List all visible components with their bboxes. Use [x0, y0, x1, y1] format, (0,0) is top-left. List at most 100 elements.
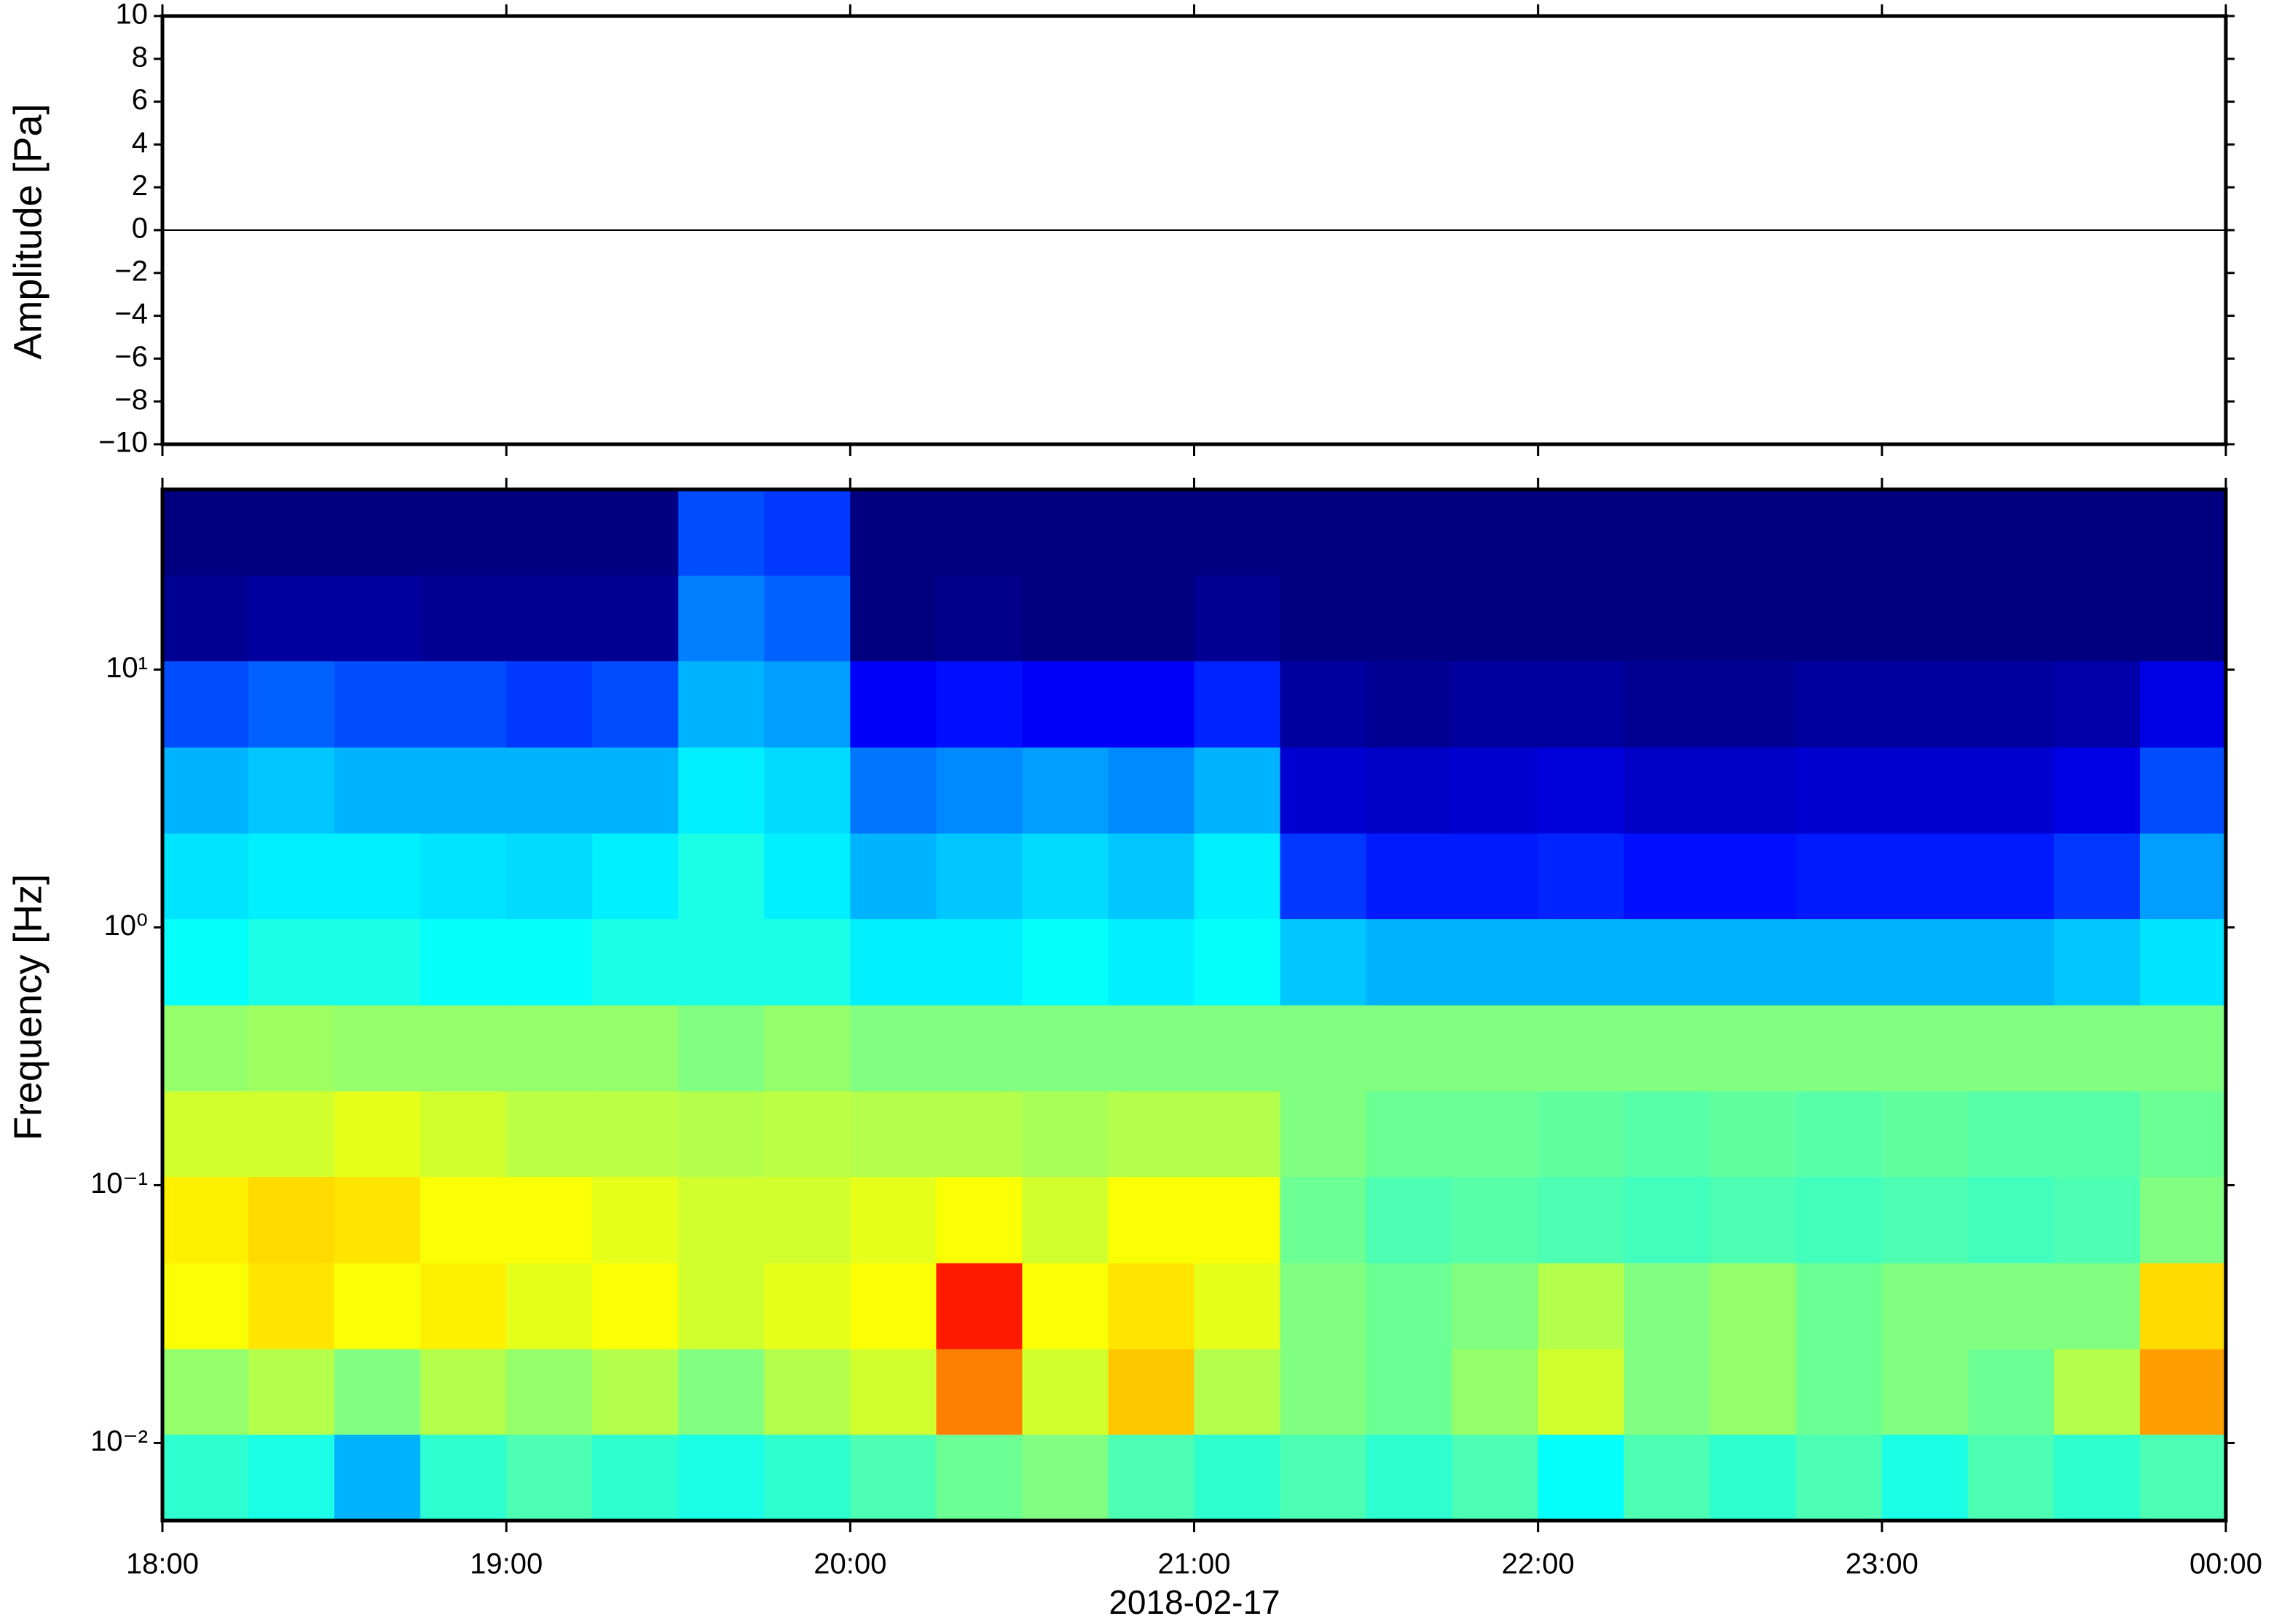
heatmap-cell: [678, 833, 765, 920]
heatmap-cell: [1194, 1349, 1281, 1435]
y-tick-label: −4: [114, 298, 148, 330]
y-tick-label: 10¹: [106, 652, 148, 684]
heatmap-cell: [248, 1091, 335, 1178]
heatmap-cell: [1194, 489, 1281, 576]
heatmap-cell: [592, 833, 679, 920]
heatmap-cell: [2053, 1349, 2141, 1435]
heatmap-cell: [1280, 747, 1367, 834]
heatmap-cell: [1709, 489, 1797, 576]
heatmap-cell: [1108, 1176, 1194, 1264]
heatmap-cell: [162, 661, 249, 748]
heatmap-cell: [248, 918, 335, 1006]
heatmap-cell: [1881, 1434, 1969, 1521]
heatmap-cell: [1022, 747, 1109, 834]
heatmap-cell: [506, 1263, 593, 1349]
heatmap-cell: [1795, 1176, 1883, 1264]
heatmap-cell: [334, 1349, 421, 1435]
heatmap-cell: [1022, 833, 1109, 920]
heatmap-cell: [1452, 833, 1539, 920]
heatmap-cell: [764, 1349, 851, 1435]
heatmap-cell: [506, 1091, 593, 1178]
heatmap-cell: [248, 1434, 335, 1521]
heatmap-cell: [850, 1176, 937, 1264]
heatmap-cell: [1795, 661, 1883, 748]
heatmap-cell: [936, 1349, 1023, 1435]
heatmap-cell: [1623, 1176, 1711, 1264]
heatmap-cell: [506, 1176, 593, 1264]
heatmap-cell: [592, 1263, 679, 1349]
heatmap-cell: [1108, 1263, 1194, 1349]
x-tick-label: 20:00: [814, 1548, 886, 1580]
heatmap-cell: [2053, 1091, 2141, 1178]
heatmap-cell: [1452, 489, 1539, 576]
heatmap-cell: [1795, 1091, 1883, 1178]
heatmap-cell: [2053, 575, 2141, 662]
heatmap-cell: [936, 747, 1023, 834]
heatmap-cell: [1108, 575, 1194, 662]
heatmap-cell: [592, 1434, 679, 1521]
heatmap-cell: [850, 833, 937, 920]
heatmap-cell: [1795, 918, 1883, 1006]
heatmap-cell: [850, 1005, 937, 1092]
heatmap-cell: [2139, 1349, 2227, 1435]
heatmap-cell: [1108, 833, 1194, 920]
heatmap-cell: [1280, 1434, 1367, 1521]
heatmap-cell: [1881, 575, 1969, 662]
heatmap-cell: [1881, 918, 1969, 1006]
heatmap-cell: [2139, 1176, 2227, 1264]
y-tick-label: 10⁻¹: [90, 1167, 148, 1199]
heatmap-cell: [764, 1176, 851, 1264]
heatmap-cell: [1194, 1434, 1281, 1521]
heatmap-cell: [1795, 1434, 1883, 1521]
heatmap-cell: [1881, 489, 1969, 576]
heatmap-cell: [592, 1176, 679, 1264]
heatmap-cell: [2053, 1005, 2141, 1092]
heatmap-cell: [1538, 833, 1625, 920]
heatmap-cell: [1452, 1263, 1539, 1349]
heatmap-cell: [592, 1091, 679, 1178]
heatmap-cell: [506, 1005, 593, 1092]
heatmap-cell: [1366, 747, 1453, 834]
heatmap-cell: [2139, 747, 2227, 834]
heatmap-cell: [2139, 575, 2227, 662]
heatmap-cell: [162, 747, 249, 834]
heatmap-cell: [2053, 833, 2141, 920]
heatmap-cell: [506, 1349, 593, 1435]
heatmap-cell: [1795, 575, 1883, 662]
heatmap-cell: [936, 833, 1023, 920]
heatmap-cell: [1623, 1434, 1711, 1521]
heatmap-cell: [506, 747, 593, 834]
heatmap-cell: [1108, 489, 1194, 576]
x-tick-label: 21:00: [1157, 1548, 1230, 1580]
heatmap-cell: [1709, 1176, 1797, 1264]
heatmap-cell: [1967, 1434, 2055, 1521]
heatmap-cell: [1194, 661, 1281, 748]
heatmap-cell: [248, 575, 335, 662]
heatmap-cell: [936, 1091, 1023, 1178]
heatmap-cell: [1108, 661, 1194, 748]
heatmap-cell: [1709, 1263, 1797, 1349]
heatmap-cell: [936, 918, 1023, 1006]
heatmap-cell: [764, 575, 851, 662]
heatmap-cell: [936, 1263, 1023, 1349]
heatmap-cell: [1280, 1005, 1367, 1092]
heatmap-cell: [1022, 489, 1109, 576]
heatmap-cell: [1366, 1176, 1453, 1264]
heatmap-cell: [1108, 918, 1194, 1006]
heatmap-cell: [936, 1005, 1023, 1092]
heatmap-cell: [162, 1091, 249, 1178]
heatmap-cell: [334, 1263, 421, 1349]
heatmap-cell: [1538, 489, 1625, 576]
heatmap-cell: [764, 1005, 851, 1092]
heatmap-cell: [162, 1176, 249, 1264]
heatmap-cell: [162, 1434, 249, 1521]
heatmap-cell: [1280, 575, 1367, 662]
heatmap-cell: [248, 1349, 335, 1435]
heatmap-cell: [334, 489, 421, 576]
heatmap-cell: [2139, 661, 2227, 748]
heatmap-cell: [1022, 1091, 1109, 1178]
heatmap-cell: [2139, 918, 2227, 1006]
heatmap-cell: [850, 661, 937, 748]
heatmap-cell: [2053, 1263, 2141, 1349]
